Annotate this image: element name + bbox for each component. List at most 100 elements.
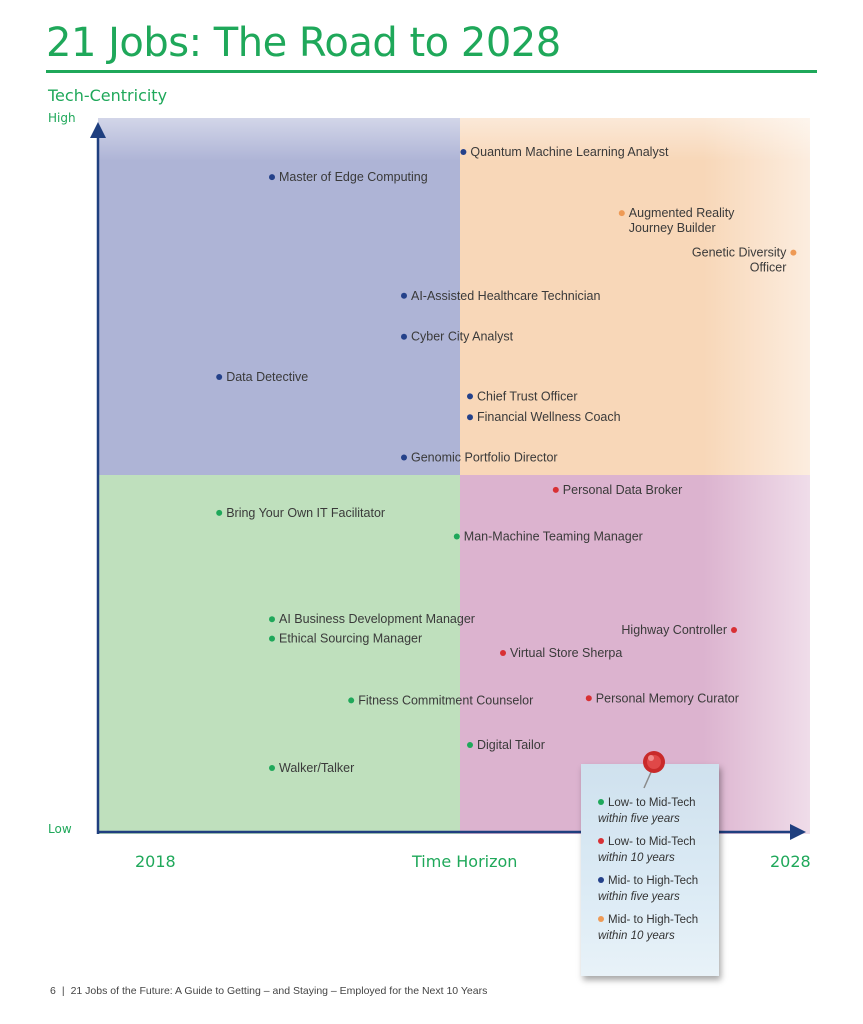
legend-label: Mid- to High-Tech bbox=[608, 875, 699, 887]
legend-label: Low- to Mid-Tech bbox=[608, 797, 696, 809]
point-label: Data Detective bbox=[226, 370, 308, 384]
x-axis-title: Time Horizon bbox=[412, 852, 518, 871]
point-label: Highway Controller bbox=[621, 623, 727, 637]
data-point: Fitness Commitment Counselor bbox=[348, 693, 533, 707]
point-label-line: Personal Memory Curator bbox=[596, 691, 739, 705]
x-tick-start: 2018 bbox=[135, 852, 176, 871]
point-label-line: Genomic Portfolio Director bbox=[411, 450, 558, 464]
point-label: Chief Trust Officer bbox=[477, 389, 578, 403]
point-label: Digital Tailor bbox=[477, 738, 545, 752]
legend-item: Low- to Mid-Tech within five years bbox=[598, 795, 720, 827]
point-label: Virtual Store Sherpa bbox=[510, 646, 622, 660]
point-label: AI Business Development Manager bbox=[279, 612, 475, 626]
legend-sublabel: within 10 years bbox=[598, 852, 675, 864]
point-label-line: Ethical Sourcing Manager bbox=[279, 632, 422, 646]
y-axis-title: Tech-Centricity bbox=[48, 86, 168, 105]
point-marker bbox=[269, 635, 275, 642]
data-point: Data Detective bbox=[216, 370, 308, 384]
point-marker bbox=[216, 509, 223, 516]
legend-dot bbox=[598, 916, 604, 922]
point-label: Master of Edge Computing bbox=[279, 170, 428, 184]
point-label-line: Officer bbox=[750, 261, 787, 275]
legend-item: Mid- to High-Tech within five years bbox=[598, 873, 720, 905]
legend: Low- to Mid-Tech within five years Low- to… bbox=[598, 795, 720, 951]
point-marker bbox=[348, 697, 355, 704]
data-point: Highway Controller bbox=[621, 623, 737, 637]
point-label-line: Digital Tailor bbox=[477, 738, 545, 752]
y-tick-low: Low bbox=[48, 822, 72, 836]
legend-dot bbox=[598, 799, 604, 805]
legend-label: Low- to Mid-Tech bbox=[608, 836, 696, 848]
point-label-line: Journey Builder bbox=[629, 221, 716, 235]
point-marker bbox=[460, 149, 467, 155]
legend-dot bbox=[598, 838, 604, 844]
point-label: Ethical Sourcing Manager bbox=[279, 632, 422, 646]
point-label-line: AI-Assisted Healthcare Technician bbox=[411, 289, 600, 303]
point-label: Augmented Reality Journey Builder bbox=[629, 206, 735, 235]
push-pin-icon bbox=[643, 751, 665, 789]
point-label-line: Quantum Machine Learning Analyst bbox=[470, 145, 669, 159]
data-point: Cyber City Analyst bbox=[401, 330, 514, 344]
point-marker bbox=[585, 695, 592, 702]
point-label: Personal Memory Curator bbox=[596, 691, 739, 705]
data-point: Walker/Talker bbox=[269, 761, 354, 775]
footer-separator: | bbox=[61, 985, 65, 997]
point-marker bbox=[216, 373, 223, 380]
legend-sublabel: within five years bbox=[598, 891, 680, 903]
legend-item: Mid- to High-Tech within 10 years bbox=[598, 912, 720, 944]
point-marker bbox=[453, 533, 460, 540]
point-label: Man-Machine Teaming Manager bbox=[464, 530, 643, 544]
point-label-line: Walker/Talker bbox=[279, 761, 354, 775]
point-label: Quantum Machine Learning Analyst bbox=[470, 145, 669, 159]
data-point: Financial Wellness Coach bbox=[467, 410, 621, 424]
data-point: Digital Tailor bbox=[467, 738, 545, 752]
data-point: AI Business Development Manager bbox=[269, 612, 475, 626]
point-marker bbox=[500, 649, 506, 656]
legend-sublabel: within five years bbox=[598, 813, 680, 825]
legend-label: Mid- to High-Tech bbox=[608, 914, 699, 926]
y-axis-arrow bbox=[90, 122, 106, 138]
point-label-line: Virtual Store Sherpa bbox=[510, 646, 622, 660]
point-label-line: Augmented Reality bbox=[629, 206, 735, 220]
x-tick-end: 2028 bbox=[770, 852, 811, 871]
point-label-line: Chief Trust Officer bbox=[477, 389, 578, 403]
legend-sublabel: within 10 years bbox=[598, 930, 675, 942]
point-marker bbox=[467, 741, 473, 748]
point-label: Genomic Portfolio Director bbox=[411, 450, 558, 464]
point-marker bbox=[401, 292, 407, 299]
point-marker bbox=[269, 174, 275, 181]
footer-text: 21 Jobs of the Future: A Guide to Gettin… bbox=[70, 985, 488, 997]
point-label-line: Data Detective bbox=[226, 370, 308, 384]
legend-note bbox=[581, 764, 719, 976]
point-label: Cyber City Analyst bbox=[411, 330, 514, 344]
page-title: 21 Jobs: The Road to 2028 bbox=[46, 20, 561, 66]
data-point: Quantum Machine Learning Analyst bbox=[460, 145, 669, 159]
data-point: Augmented Reality Journey Builder bbox=[618, 206, 735, 235]
point-marker bbox=[467, 414, 473, 421]
point-marker bbox=[269, 616, 275, 623]
point-label: Fitness Commitment Counselor bbox=[358, 693, 533, 707]
point-label-line: Cyber City Analyst bbox=[411, 330, 514, 344]
point-label-line: Personal Data Broker bbox=[563, 483, 683, 497]
data-point: Bring Your Own IT Facilitator bbox=[216, 506, 385, 520]
data-point: Man-Machine Teaming Manager bbox=[453, 530, 643, 544]
legend-dot bbox=[598, 877, 604, 883]
point-label-line: Bring Your Own IT Facilitator bbox=[226, 506, 385, 520]
point-label: Financial Wellness Coach bbox=[477, 410, 621, 424]
point-label-line: Genetic Diversity bbox=[692, 246, 787, 260]
point-marker bbox=[790, 249, 797, 256]
fade-top bbox=[98, 118, 810, 834]
footer: 6 | 21 Jobs of the Future: A Guide to Gett… bbox=[50, 985, 487, 997]
data-point: Ethical Sourcing Manager bbox=[269, 632, 422, 646]
point-marker bbox=[467, 393, 473, 400]
point-marker bbox=[401, 333, 407, 340]
point-label-line: AI Business Development Manager bbox=[279, 612, 475, 626]
point-marker bbox=[618, 210, 625, 217]
data-point: Chief Trust Officer bbox=[467, 389, 578, 403]
point-label: Personal Data Broker bbox=[563, 483, 683, 497]
data-point: Master of Edge Computing bbox=[269, 170, 428, 184]
point-label-line: Financial Wellness Coach bbox=[477, 410, 621, 424]
point-label-line: Master of Edge Computing bbox=[279, 170, 428, 184]
point-label-line: Fitness Commitment Counselor bbox=[358, 693, 533, 707]
